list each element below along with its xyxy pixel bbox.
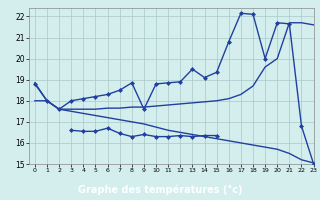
Text: Graphe des températures (°c): Graphe des températures (°c) xyxy=(78,185,242,195)
